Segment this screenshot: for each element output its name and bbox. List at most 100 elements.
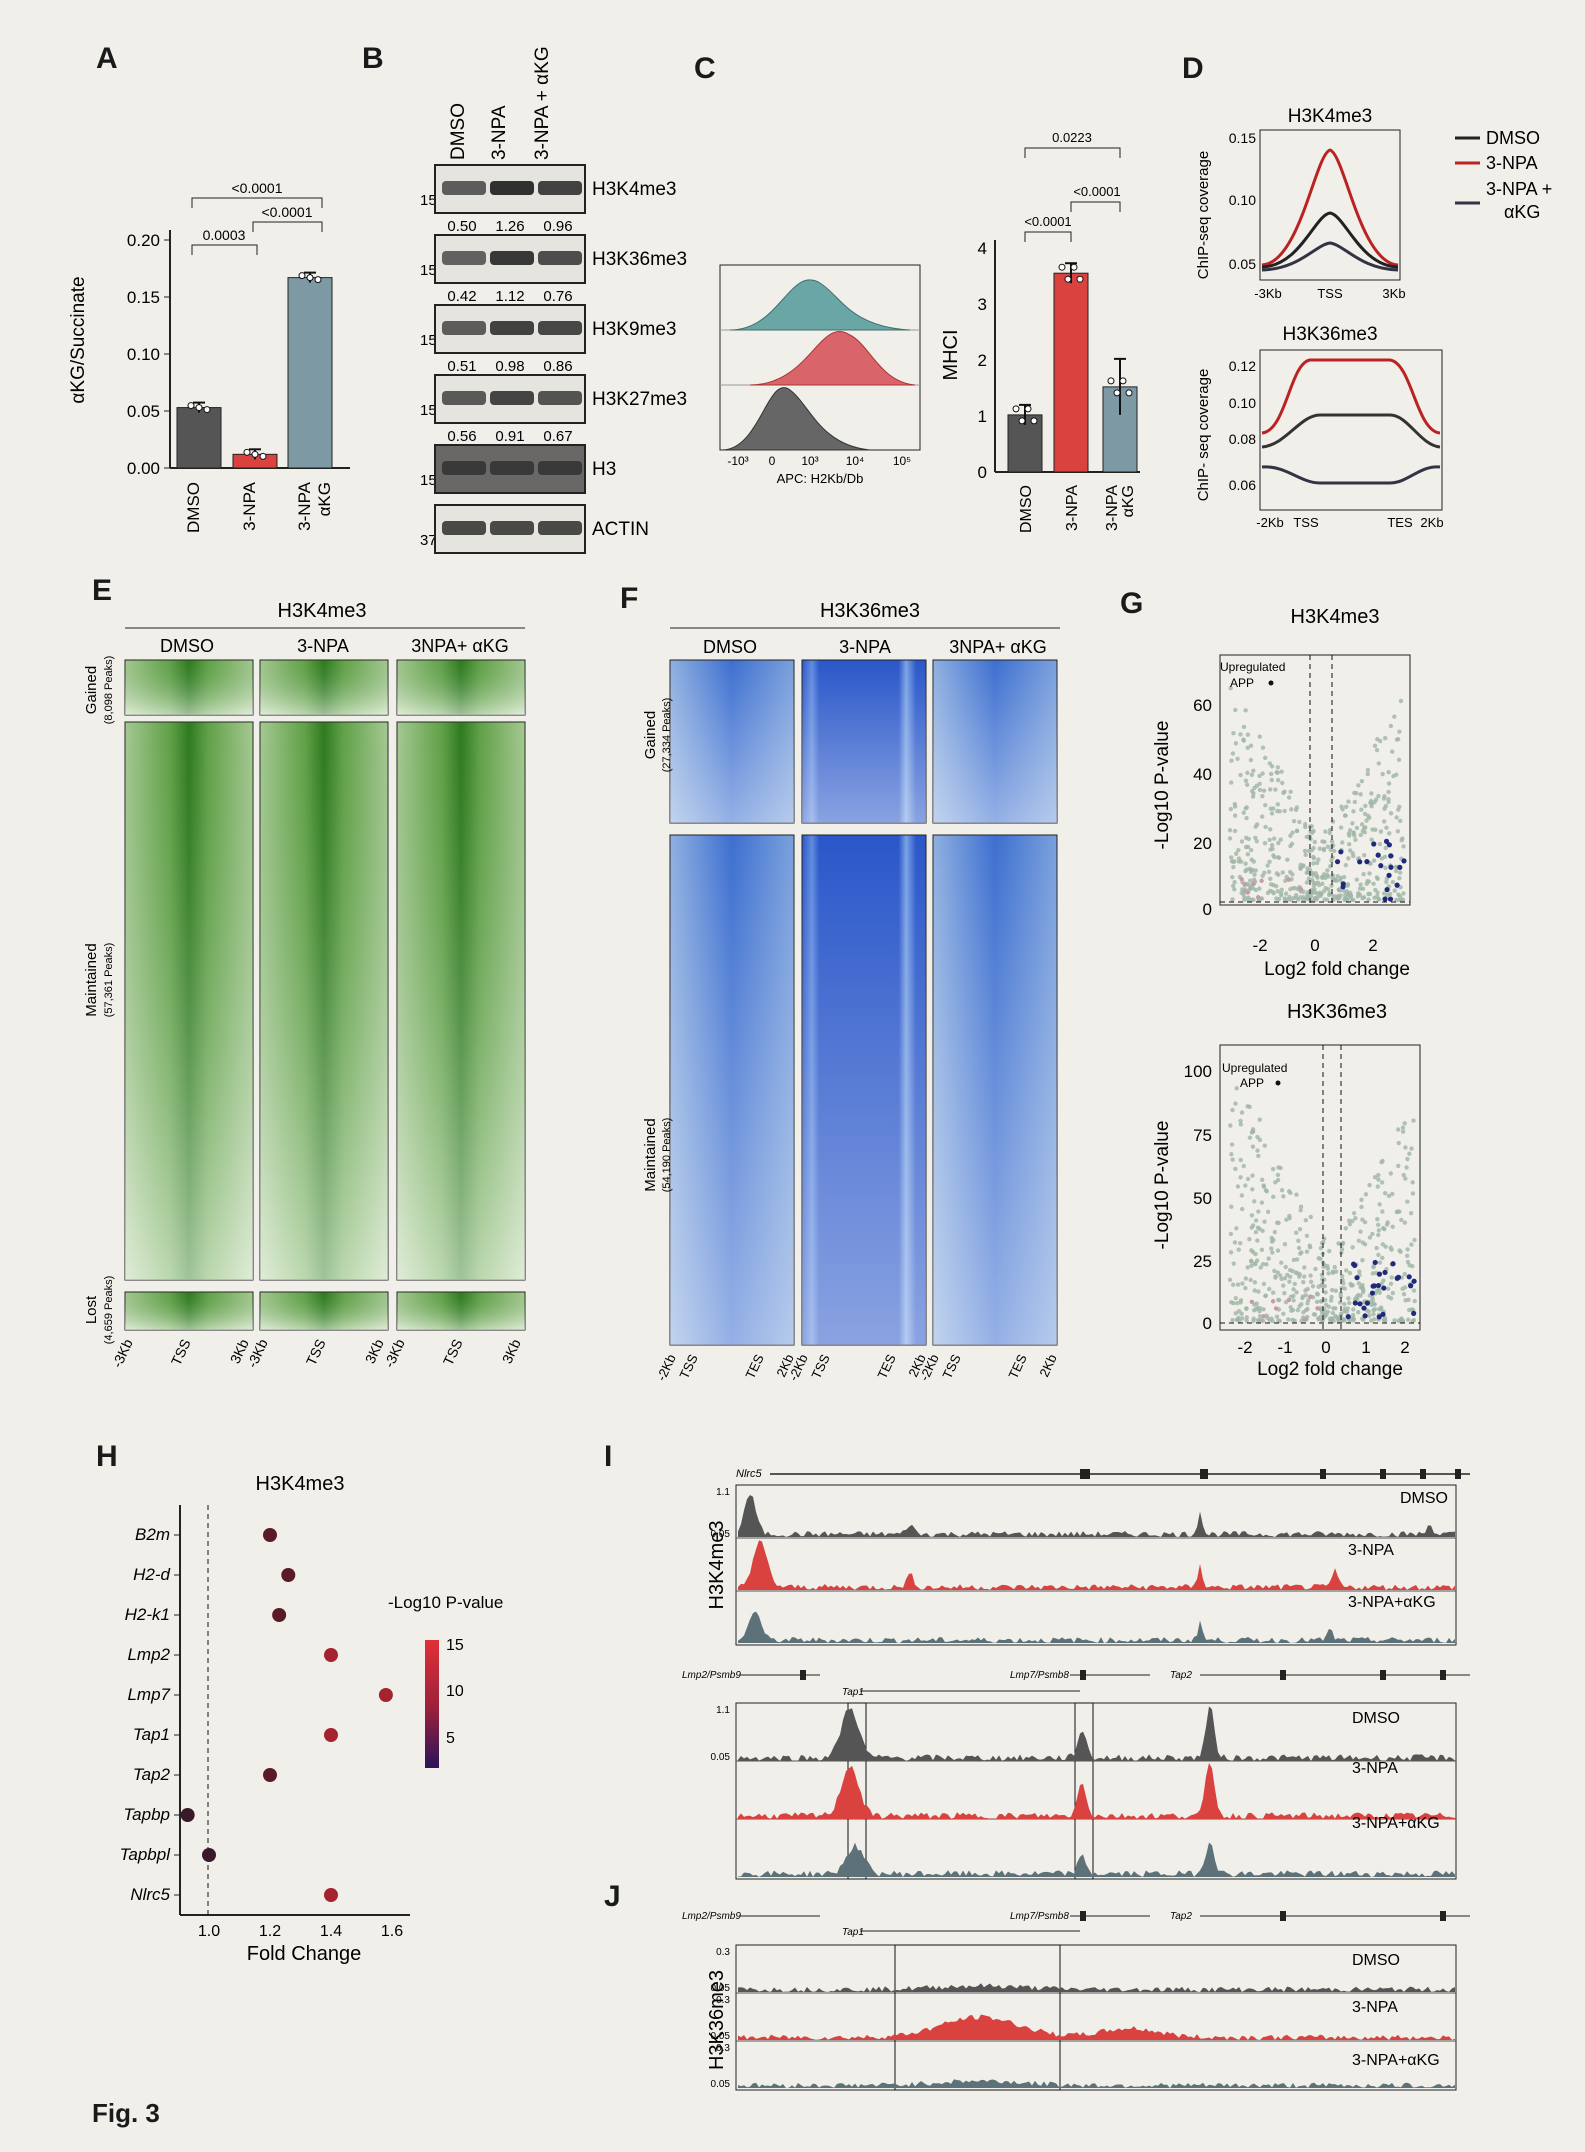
volcano-point-sig [1395,1274,1402,1280]
volcano-point [1239,1206,1245,1212]
volcano-point [1230,883,1236,889]
volcano-point [1236,1308,1242,1314]
volcano-point [1250,1187,1255,1192]
volcano-point-sig [1388,864,1394,870]
volcano-point [1282,789,1287,794]
volcano-point [1380,771,1385,777]
volcano-point [1253,835,1258,841]
volcano-point [1331,1306,1336,1311]
volcano-point [1260,1261,1266,1267]
volcano-point [1309,877,1315,883]
volcano-point [1241,737,1246,742]
e-group-count: (8,098 Peaks) [103,656,115,724]
volcano-point [1365,771,1370,777]
i-ylabel: H3K4me3 [706,1521,728,1610]
volcano-point [1302,848,1308,854]
volcano-point [1303,1288,1308,1293]
volcano-point [1267,1317,1272,1323]
xtick: TES [1387,515,1413,530]
volcano-point [1314,860,1320,866]
volcano-point [1275,1248,1281,1253]
volcano-point [1277,1318,1283,1324]
volcano-point [1269,811,1275,816]
volcano-point [1312,895,1317,901]
volcano-point [1231,859,1236,865]
panel-b-western-blot: DMSO 3-NPA 3-NPA + αKG 15 H3K4me3 0.50 1.26… [400,20,700,560]
volcano-point [1389,1247,1394,1252]
volcano-point [1235,756,1240,761]
volcano-point [1245,732,1251,737]
volcano-point [1372,1174,1378,1180]
volcano-point [1269,777,1274,783]
d-legend: DMSO 3-NPA 3-NPA + αKG [1455,128,1552,222]
volcano-point [1257,1226,1262,1232]
volcano-point [1243,1276,1249,1281]
volcano-point [1294,828,1300,834]
g-annot-app: APP [1230,676,1254,690]
volcano-point [1266,1256,1271,1261]
volcano-point [1255,1238,1260,1243]
volcano-point [1339,1246,1345,1252]
volcano-point [1282,1276,1288,1281]
track-label: 3-NPA [1352,1760,1398,1777]
volcano-point [1261,1307,1266,1312]
volcano-point [1228,686,1233,691]
scale: 0.05 [711,2031,731,2042]
h-gene-label: Tap1 [133,1725,170,1744]
volcano-point [1274,1314,1280,1319]
volcano-point [1301,1309,1306,1315]
volcano-point [1311,883,1317,888]
volcano-point [1235,1300,1240,1306]
volcano-point [1304,1249,1310,1254]
volcano-point [1335,873,1340,879]
volcano-point [1360,1258,1365,1263]
xtick: 1.0 [198,1923,220,1940]
volcano-point [1388,723,1394,729]
volcano-point [1367,1182,1372,1188]
volcano-point [1360,1286,1366,1291]
volcano-point [1375,1222,1381,1228]
volcano-point [1410,1318,1416,1324]
volcano-point [1286,1317,1291,1322]
volcano-point [1332,848,1337,854]
volcano-point [1271,1194,1276,1200]
volcano-point [1382,854,1388,860]
volcano-point [1347,1222,1353,1227]
ytick: 1 [978,407,987,426]
volcano-point [1253,1251,1258,1257]
volcano-point [1287,1274,1293,1279]
h-title: H3K4me3 [256,1473,345,1495]
volcano-point [1314,1299,1320,1304]
volcano-point [1342,1301,1347,1307]
pval: <0.0001 [232,180,283,196]
volcano-point [1401,891,1406,896]
volcano-point-sig [1357,1301,1363,1307]
volcano-point [1276,1297,1282,1303]
volcano-point [1233,1166,1238,1172]
volcano-point [1356,1309,1361,1315]
blot-band [442,391,486,405]
volcano-point [1388,1171,1393,1176]
scale: 0.05 [711,1529,731,1540]
volcano-point-sig [1411,1278,1417,1284]
volcano-point [1279,1188,1285,1193]
volcano-point [1374,747,1380,753]
panel-label-c: C [694,52,716,85]
volcano-point [1326,1271,1331,1276]
volcano-point [1282,1242,1288,1247]
ytick: 2 [978,351,987,370]
volcano-point [1361,895,1367,900]
volcano-point [1329,883,1334,888]
volcano-point [1376,1228,1382,1233]
volcano-point [1262,1219,1267,1224]
blot-band [490,321,534,335]
volcano-point [1254,839,1259,844]
volcano-point [1288,1190,1293,1196]
bar-1 [1053,272,1089,473]
e-col: 3-NPA [297,636,349,656]
volcano-point [1235,1184,1241,1189]
volcano-point [1405,1247,1410,1252]
volcano-point [1275,808,1280,814]
volcano-point [1235,1317,1240,1322]
volcano-point [1232,879,1237,885]
